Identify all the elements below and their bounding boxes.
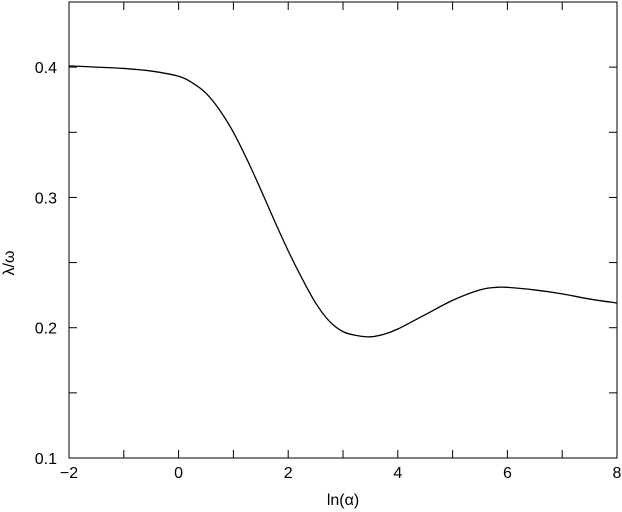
series-line — [68, 65, 618, 338]
y-tick-label: 0.1 — [35, 451, 57, 468]
x-axis: −2 0 2 4 6 8 — [60, 2, 622, 482]
x-tick-label: 0 — [174, 465, 183, 482]
series-layer — [68, 65, 618, 338]
y-axis-label: λ/ω — [1, 251, 18, 276]
x-tick-label: 8 — [613, 465, 622, 482]
y-axis: 0.1 0.2 0.3 0.4 — [35, 60, 617, 468]
x-tick-label: −2 — [60, 465, 78, 482]
x-tick-label: 4 — [393, 465, 402, 482]
x-axis-label: ln(α) — [327, 492, 359, 509]
y-tick-label: 0.3 — [35, 190, 57, 207]
y-tick-label: 0.2 — [35, 321, 57, 338]
x-tick-label: 2 — [284, 465, 293, 482]
y-tick-label: 0.4 — [35, 60, 57, 77]
x-tick-label: 6 — [503, 465, 512, 482]
